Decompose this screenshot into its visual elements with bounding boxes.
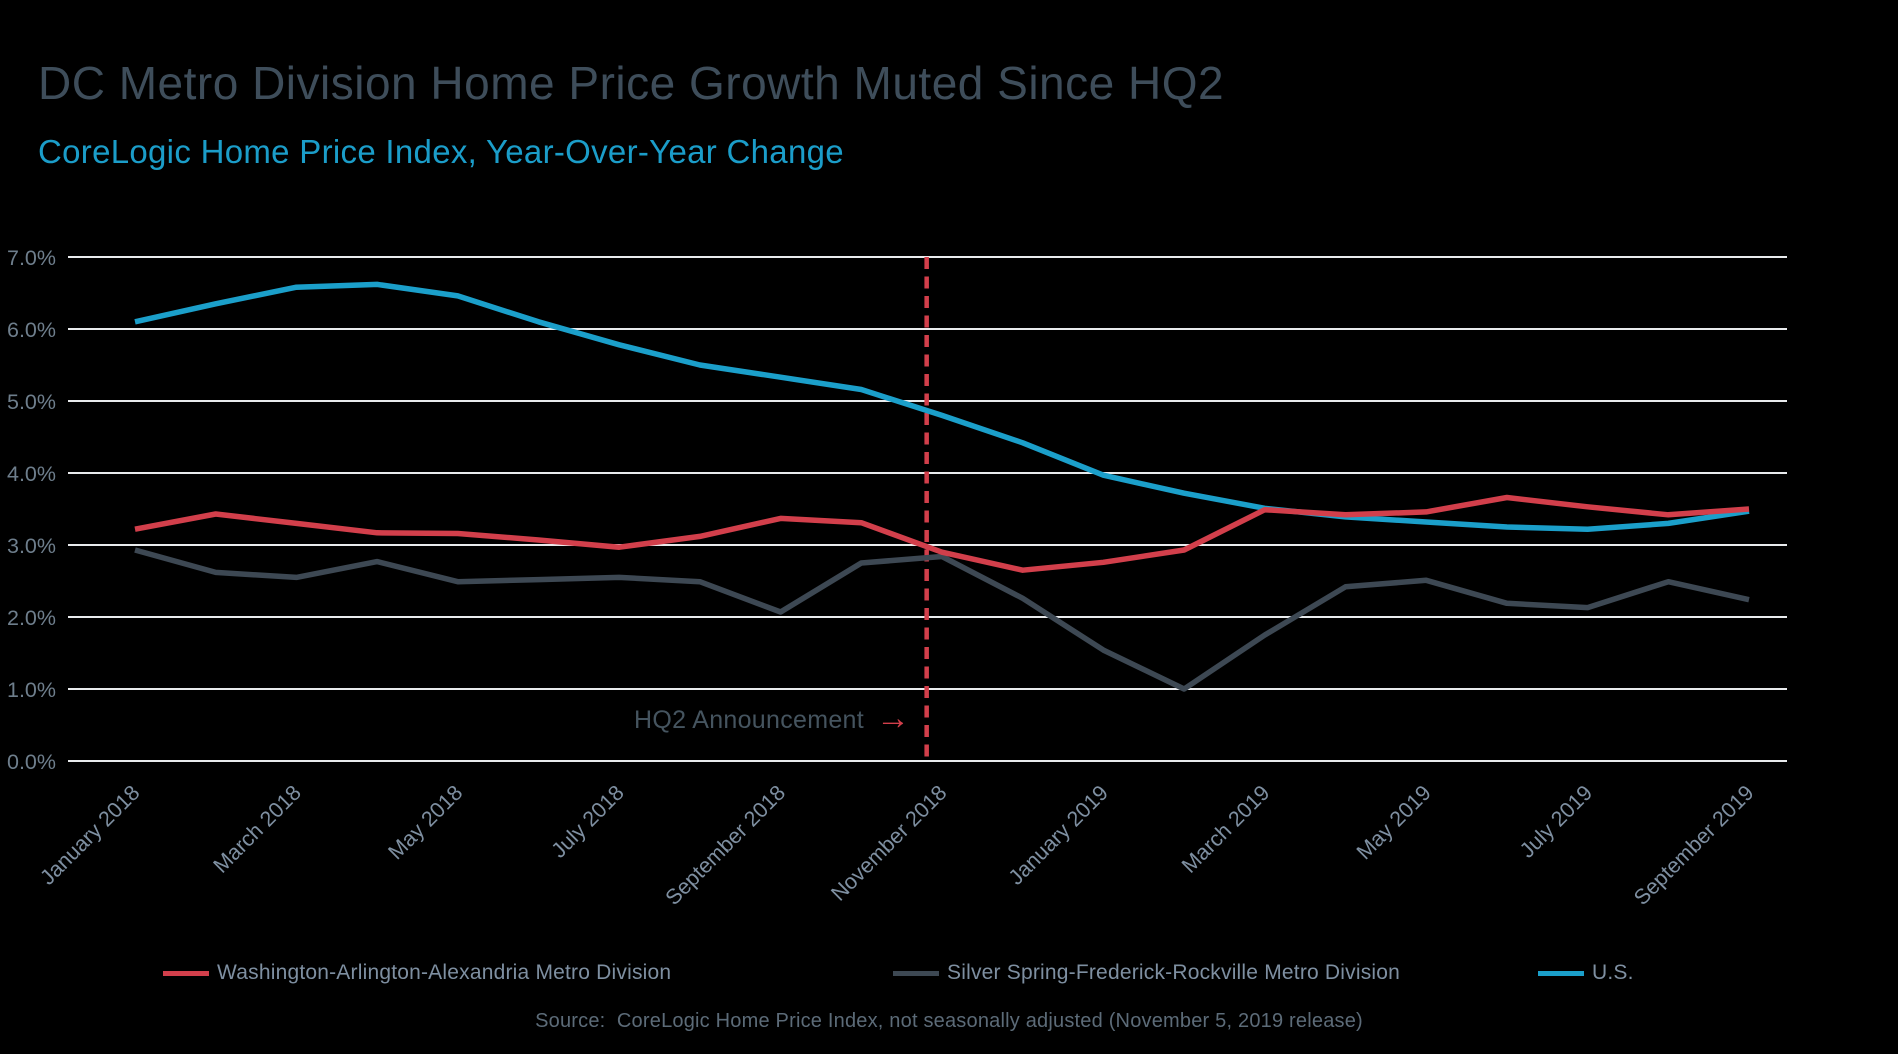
x-axis-tick-label: January 2018 xyxy=(35,781,144,890)
x-axis-tick-label: March 2018 xyxy=(209,781,306,878)
legend-item-us: U.S. xyxy=(1538,956,1634,990)
y-axis-tick-label: 4.0% xyxy=(7,462,56,486)
chart-subtitle: CoreLogic Home Price Index, Year-Over-Ye… xyxy=(38,133,844,170)
y-axis-tick-label: 7.0% xyxy=(7,246,56,270)
x-axis-tick-label: July 2019 xyxy=(1515,781,1597,863)
series-line-us xyxy=(134,281,1750,532)
source-note: Source: CoreLogic Home Price Index, not … xyxy=(535,1010,1363,1032)
hq2-annotation-text: HQ2 Announcement xyxy=(634,705,864,734)
y-axis-tick-label: 3.0% xyxy=(7,534,56,558)
x-axis-tick-label: September 2019 xyxy=(1629,781,1758,910)
legend-label: Washington-Arlington-Alexandria Metro Di… xyxy=(217,961,672,984)
x-axis-tick-label: March 2019 xyxy=(1177,781,1274,878)
legend-swatch-red-line xyxy=(163,970,209,976)
y-axis-tick-label: 1.0% xyxy=(7,678,56,702)
page-title: DC Metro Division Home Price Growth Mute… xyxy=(38,57,1225,109)
x-axis-tick-label: July 2018 xyxy=(547,781,629,863)
x-axis-tick-label: November 2018 xyxy=(826,781,951,906)
hq2-annotation: HQ2 Announcement → xyxy=(380,700,910,740)
x-axis-tick-label: May 2018 xyxy=(384,781,468,865)
right-arrow-icon: → xyxy=(876,698,910,737)
legend-item-silver-spring: Silver Spring-Frederick-Rockville Metro … xyxy=(893,956,1400,990)
legend-item-washington: Washington-Arlington-Alexandria Metro Di… xyxy=(163,956,671,990)
x-axis-tick-label: May 2019 xyxy=(1352,781,1436,865)
legend-swatch-gray-line xyxy=(893,970,939,976)
y-axis-tick-label: 2.0% xyxy=(7,606,56,630)
x-axis-tick-label: January 2019 xyxy=(1004,781,1113,890)
y-axis-tick-label: 6.0% xyxy=(7,318,56,342)
x-axis-tick-label: September 2018 xyxy=(661,781,790,910)
chart-legend: Washington-Arlington-Alexandria Metro Di… xyxy=(0,956,1898,990)
legend-swatch-blue-line xyxy=(1538,970,1584,976)
y-axis-tick-label: 5.0% xyxy=(7,390,56,414)
legend-label: Silver Spring-Frederick-Rockville Metro … xyxy=(947,961,1401,984)
legend-label: U.S. xyxy=(1592,961,1634,984)
series-line-washington xyxy=(134,494,1750,573)
y-axis-tick-label: 0.0% xyxy=(7,750,56,774)
series-line-silver-spring xyxy=(134,547,1750,692)
